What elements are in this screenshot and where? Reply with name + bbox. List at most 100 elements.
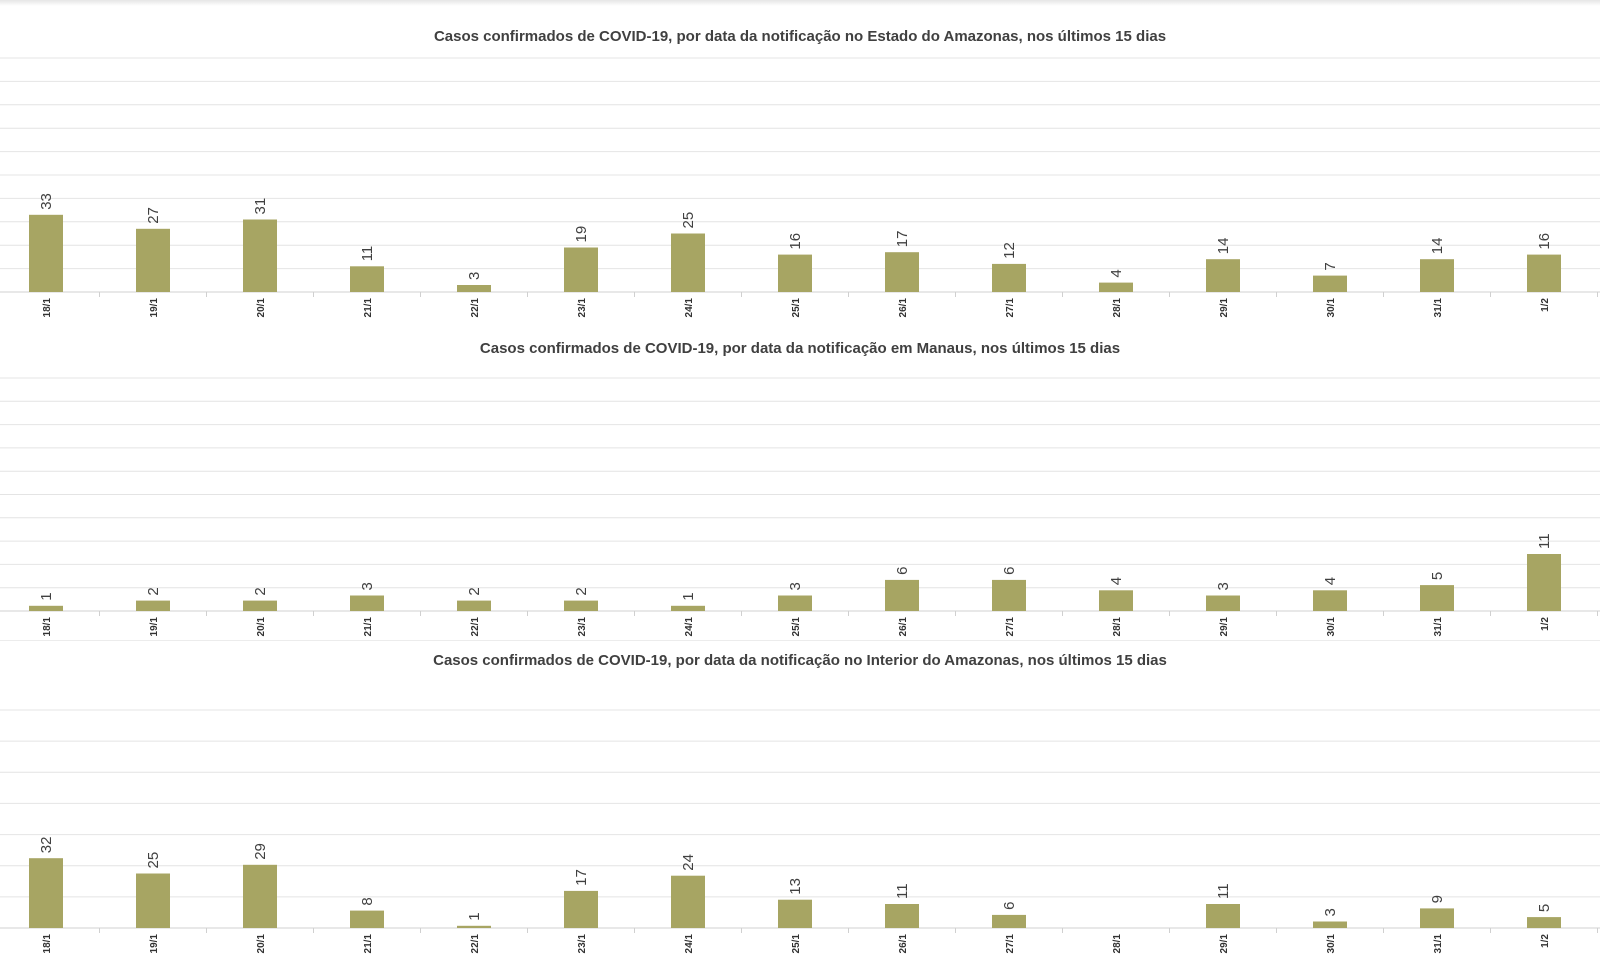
bar bbox=[778, 254, 812, 292]
data-label: 6 bbox=[1001, 902, 1018, 910]
data-label: 3 bbox=[787, 582, 804, 590]
data-label: 2 bbox=[466, 587, 483, 595]
bar bbox=[885, 252, 919, 292]
x-tick-label: 21/1 bbox=[363, 617, 374, 637]
bar bbox=[457, 285, 491, 292]
x-tick-label: 29/1 bbox=[1219, 298, 1230, 318]
data-label: 31 bbox=[252, 198, 269, 215]
data-label: 3 bbox=[1322, 908, 1339, 916]
data-label: 32 bbox=[38, 837, 55, 854]
bar bbox=[457, 925, 491, 928]
data-label: 3 bbox=[359, 582, 376, 590]
x-tick-label: 27/1 bbox=[1005, 298, 1016, 318]
data-label: 6 bbox=[1001, 567, 1018, 575]
x-tick-label: 20/1 bbox=[256, 298, 267, 318]
bar bbox=[457, 600, 491, 611]
data-label: 1 bbox=[466, 912, 483, 920]
bar bbox=[1527, 917, 1561, 928]
bar bbox=[1313, 921, 1347, 928]
data-label: 3 bbox=[466, 272, 483, 280]
x-tick-label: 19/1 bbox=[149, 298, 160, 318]
bar bbox=[778, 595, 812, 611]
x-tick-label: 1/2 bbox=[1540, 298, 1551, 312]
data-label: 4 bbox=[1322, 577, 1339, 585]
bar bbox=[1206, 904, 1240, 928]
bar bbox=[671, 233, 705, 292]
data-label: 19 bbox=[573, 226, 590, 243]
data-label: 5 bbox=[1536, 904, 1553, 912]
x-tick-label: 21/1 bbox=[363, 298, 374, 318]
data-label: 4 bbox=[1108, 269, 1125, 277]
bar bbox=[885, 579, 919, 611]
bar bbox=[564, 247, 598, 292]
bar bbox=[243, 219, 277, 292]
chart-interior-plot: 32 18/1 25 19/1 29 20/1 8 21/1 1 22/1 17 23/1 24 24/1… bbox=[0, 709, 1600, 954]
x-tick-label: 28/1 bbox=[1112, 934, 1123, 954]
x-tick-label: 31/1 bbox=[1433, 617, 1444, 637]
data-label: 1 bbox=[38, 592, 55, 600]
x-tick-label: 24/1 bbox=[684, 617, 695, 637]
bar bbox=[136, 228, 170, 292]
x-tick-label: 28/1 bbox=[1112, 617, 1123, 637]
x-tick-label: 30/1 bbox=[1326, 617, 1337, 637]
data-label: 16 bbox=[787, 233, 804, 250]
chart-estado-plot: 33 18/1 27 19/1 31 20/1 11 21/1 3 22/1 19 23/1 25 24/… bbox=[0, 57, 1600, 318]
bar bbox=[29, 858, 63, 928]
bar bbox=[29, 214, 63, 292]
x-tick-label: 25/1 bbox=[791, 617, 802, 637]
window-top-edge bbox=[0, 0, 1600, 6]
bar bbox=[1206, 595, 1240, 611]
data-label: 17 bbox=[573, 869, 590, 886]
bar bbox=[243, 864, 277, 928]
data-label: 2 bbox=[252, 587, 269, 595]
data-label: 17 bbox=[894, 231, 911, 248]
bar bbox=[136, 873, 170, 928]
bar bbox=[350, 910, 384, 928]
data-label: 11 bbox=[1536, 533, 1553, 549]
data-label: 8 bbox=[359, 897, 376, 905]
x-tick-label: 24/1 bbox=[684, 934, 695, 954]
x-tick-label: 19/1 bbox=[149, 934, 160, 954]
x-tick-label: 23/1 bbox=[577, 617, 588, 637]
data-label: 9 bbox=[1429, 895, 1446, 903]
data-label: 25 bbox=[145, 852, 162, 869]
data-label: 2 bbox=[145, 587, 162, 595]
data-label: 1 bbox=[680, 592, 697, 600]
x-tick-label: 30/1 bbox=[1326, 298, 1337, 318]
bar bbox=[778, 899, 812, 928]
bar bbox=[1420, 908, 1454, 928]
data-label: 11 bbox=[894, 883, 911, 899]
data-label: 4 bbox=[1108, 577, 1125, 585]
x-tick-label: 29/1 bbox=[1219, 934, 1230, 954]
data-label: 14 bbox=[1215, 238, 1232, 255]
x-tick-label: 26/1 bbox=[898, 934, 909, 954]
x-tick-label: 22/1 bbox=[470, 617, 481, 637]
x-tick-label: 18/1 bbox=[42, 934, 53, 954]
x-tick-label: 31/1 bbox=[1433, 298, 1444, 318]
data-label: 2 bbox=[573, 587, 590, 595]
bar bbox=[1206, 259, 1240, 292]
bar bbox=[671, 875, 705, 928]
data-label: 14 bbox=[1429, 238, 1446, 255]
x-tick-label: 23/1 bbox=[577, 298, 588, 318]
data-label: 3 bbox=[1215, 582, 1232, 590]
x-tick-label: 29/1 bbox=[1219, 617, 1230, 637]
bar bbox=[29, 605, 63, 611]
bar bbox=[564, 890, 598, 928]
data-label: 7 bbox=[1322, 262, 1339, 270]
chart-title-estado: Casos confirmados de COVID-19, por data … bbox=[433, 28, 1167, 45]
bar bbox=[671, 605, 705, 611]
x-tick-label: 26/1 bbox=[898, 298, 909, 318]
x-tick-label: 25/1 bbox=[791, 298, 802, 318]
x-tick-label: 21/1 bbox=[363, 934, 374, 954]
x-tick-label: 18/1 bbox=[42, 298, 53, 318]
bar bbox=[992, 914, 1026, 928]
x-tick-label: 30/1 bbox=[1326, 934, 1337, 954]
chart-title-interior: Casos confirmados de COVID-19, por data … bbox=[433, 652, 1167, 669]
data-label: 11 bbox=[1215, 883, 1232, 899]
bar bbox=[1527, 554, 1561, 611]
data-label: 16 bbox=[1536, 233, 1553, 250]
x-tick-label: 20/1 bbox=[256, 934, 267, 954]
x-tick-label: 27/1 bbox=[1005, 934, 1016, 954]
x-tick-label: 22/1 bbox=[470, 298, 481, 318]
